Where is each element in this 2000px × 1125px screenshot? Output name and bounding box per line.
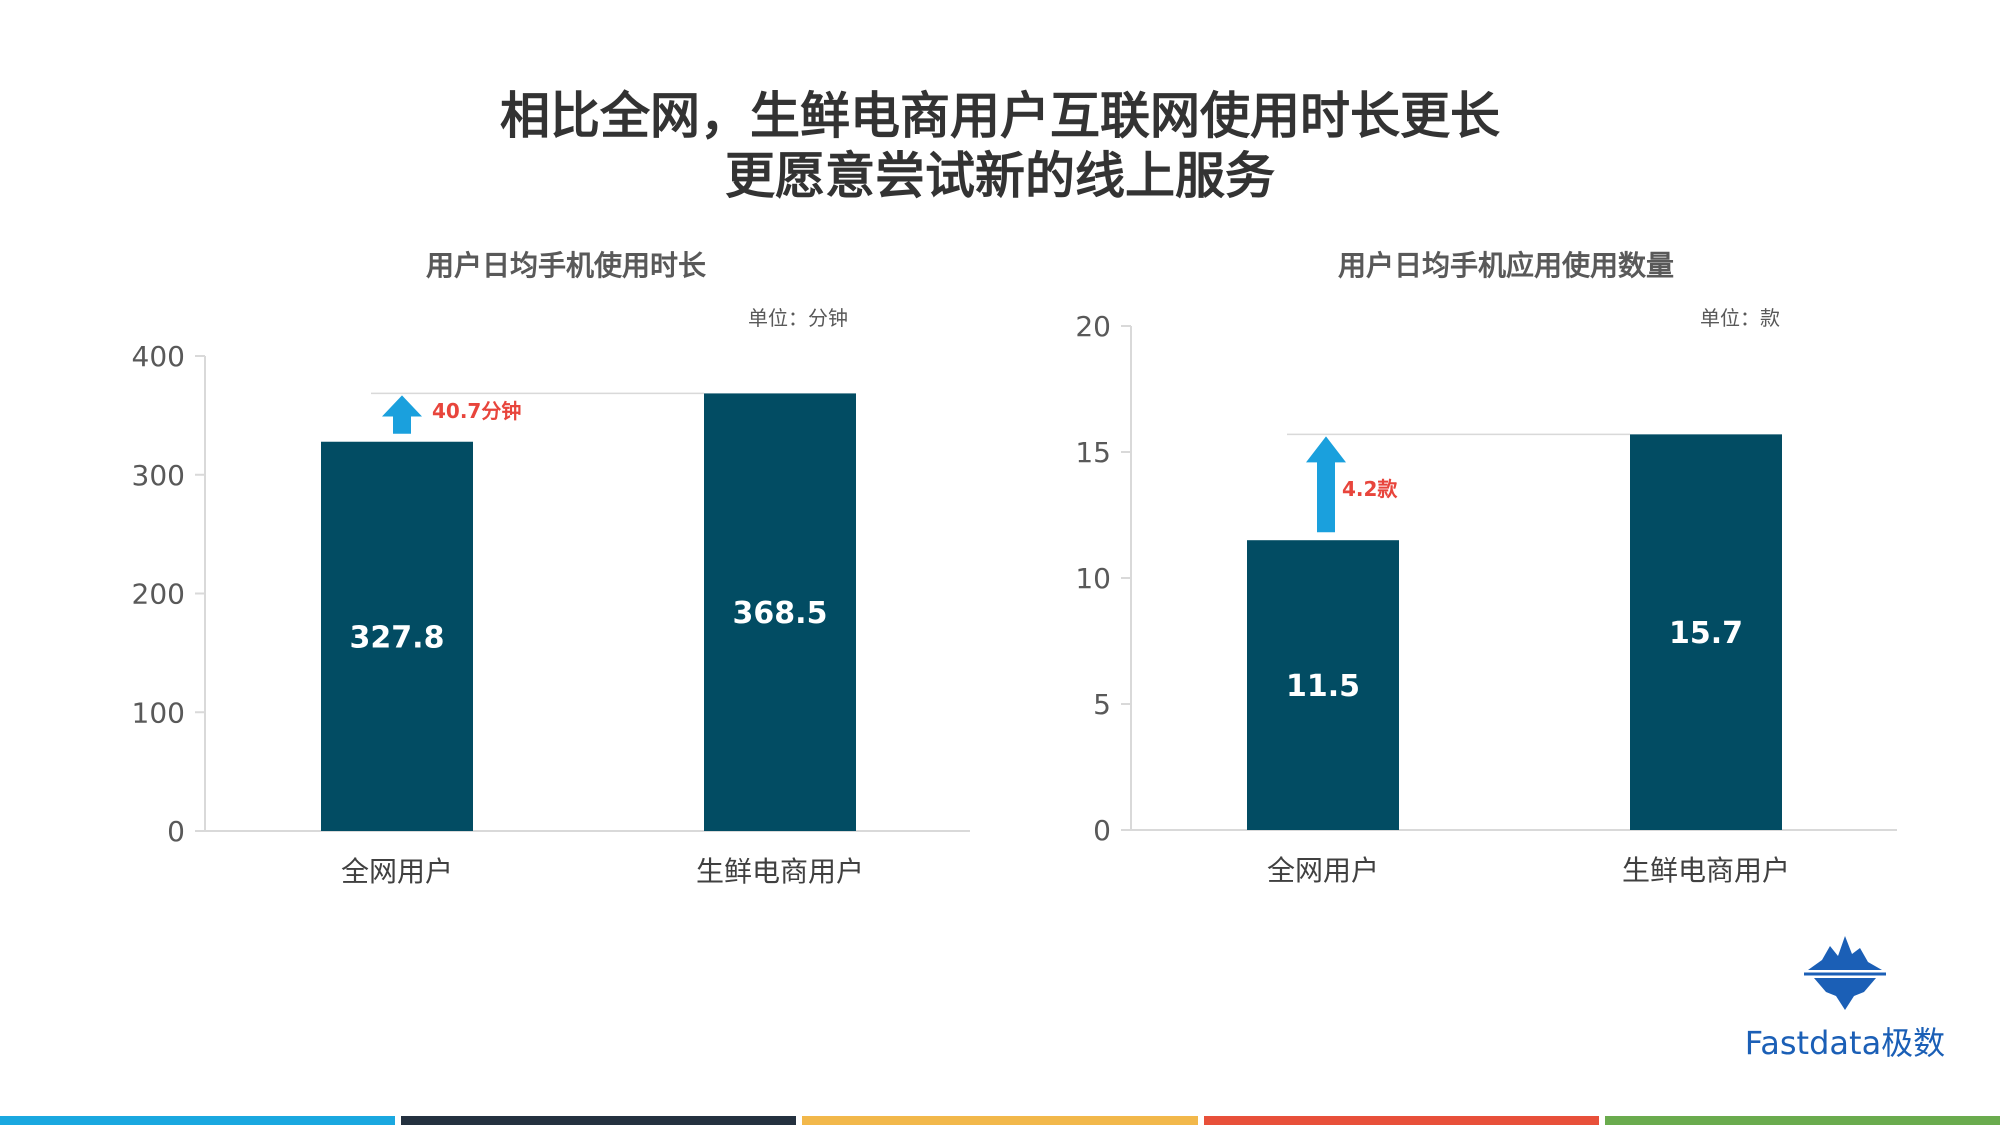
y-tick-label: 400 [132, 340, 185, 373]
footer-color-bars [0, 1116, 2000, 1125]
brand-name: Fastdata极数 [1744, 1024, 1946, 1062]
category-label: 生鲜电商用户 [1622, 854, 1790, 887]
difference-annotation: 4.2款 [1342, 477, 1398, 501]
footer-bar [1604, 1116, 2000, 1125]
footer-bar [401, 1116, 797, 1125]
y-tick-label: 300 [132, 459, 185, 492]
chart-1: 0 100 200 300 400 327.8 全网用户 368.5 生鲜电商用户 40.7分钟 [132, 340, 970, 888]
brand-logo: Fastdata极数 [1730, 930, 1960, 1062]
chart-2-unit: 单位：款 [1700, 306, 1780, 330]
y-tick-label: 100 [132, 696, 185, 729]
iceberg-icon [1804, 936, 1886, 1010]
bar [1247, 540, 1399, 830]
up-arrow-icon [1306, 436, 1346, 533]
page-title: 相比全网，生鲜电商用户互联网使用时长更长 更愿意尝试新的线上服务 [0, 86, 2000, 206]
footer-bar [0, 1116, 396, 1125]
bar-value-label: 15.7 [1669, 616, 1743, 651]
y-tick-label: 0 [167, 815, 185, 848]
difference-annotation: 40.7分钟 [432, 399, 521, 423]
y-tick-label: 5 [1093, 688, 1111, 721]
footer-bar [1203, 1116, 1599, 1125]
chart-1-unit: 单位：分钟 [748, 306, 848, 330]
bar-value-label: 368.5 [733, 596, 828, 631]
footer-bar [802, 1116, 1198, 1125]
category-label: 生鲜电商用户 [696, 855, 864, 888]
chart-2-title: 用户日均手机应用使用数量 [1337, 249, 1674, 282]
up-arrow-icon [382, 395, 422, 434]
y-tick-label: 15 [1075, 436, 1111, 469]
chart-1-title: 用户日均手机使用时长 [425, 249, 706, 282]
category-label: 全网用户 [1267, 854, 1379, 887]
chart-2: 0 5 10 15 20 11.5 全网用户 15.7 生鲜电商用户 4.2款 [1075, 310, 1897, 887]
bar [321, 441, 473, 831]
y-tick-label: 200 [132, 578, 185, 611]
bar-value-label: 327.8 [350, 620, 445, 655]
y-tick-label: 10 [1075, 562, 1111, 595]
title-line-1: 相比全网，生鲜电商用户互联网使用时长更长 [500, 87, 1500, 145]
category-label: 全网用户 [341, 855, 453, 888]
y-tick-label: 0 [1093, 814, 1111, 847]
bar [1630, 434, 1782, 830]
title-line-2: 更愿意尝试新的线上服务 [725, 147, 1275, 205]
y-tick-label: 20 [1075, 310, 1111, 343]
bar-value-label: 11.5 [1286, 669, 1360, 704]
bar [704, 393, 856, 831]
